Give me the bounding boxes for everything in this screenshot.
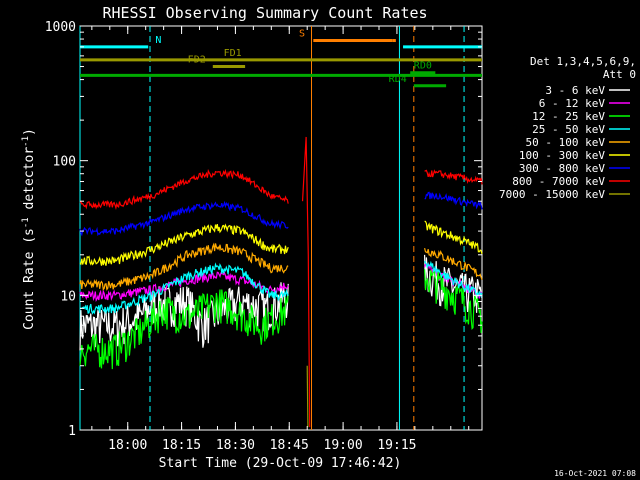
series-lines bbox=[79, 136, 483, 428]
x-tick-label: 19:00 bbox=[324, 438, 363, 453]
series-line bbox=[79, 200, 289, 237]
x-tick-label: 18:45 bbox=[270, 438, 309, 453]
series-line bbox=[424, 247, 483, 280]
legend-entry-label: 6 - 12 keV bbox=[539, 97, 606, 110]
x-tick-label: 19:15 bbox=[377, 438, 416, 453]
timestamp: 16-Oct-2021 07:08 bbox=[554, 469, 636, 478]
y-axis-label: Count Rate (s-1 detector-1) bbox=[21, 128, 37, 330]
series-line bbox=[424, 191, 483, 210]
legend-entry-label: 800 - 7000 keV bbox=[512, 175, 605, 188]
y-tick-label: 1 bbox=[68, 424, 76, 439]
legend-entry-label: 50 - 100 keV bbox=[526, 136, 606, 149]
chart-title: RHESSI Observing Summary Count Rates bbox=[102, 4, 427, 22]
x-tick-label: 18:30 bbox=[216, 438, 255, 453]
series-line bbox=[424, 169, 483, 185]
series-line bbox=[424, 220, 483, 255]
legend-entry-label: 25 - 50 keV bbox=[532, 123, 605, 136]
axis-ticks: 1 10 100 1000 18:00 18:15 18:30 18:45 19:00 19:15 bbox=[45, 20, 482, 453]
legend-entry-label: 12 - 25 keV bbox=[532, 110, 605, 123]
x-tick-label: 18:15 bbox=[162, 438, 201, 453]
state-bars: N S FD1 FD2 RD0 RD4 bbox=[80, 29, 482, 88]
state-bar-label: FD2 bbox=[188, 55, 206, 66]
series-line bbox=[79, 242, 289, 291]
legend-entry-label: 3 - 6 keV bbox=[545, 84, 605, 97]
y-tick-label: 10 bbox=[60, 289, 76, 304]
series-line bbox=[79, 168, 289, 211]
state-bar-label: N bbox=[155, 35, 161, 46]
state-bar-label: RD4 bbox=[389, 74, 407, 85]
series-line bbox=[424, 260, 483, 299]
y-tick-label: 100 bbox=[53, 155, 76, 170]
series-line bbox=[79, 262, 289, 315]
legend-header: Att 0 bbox=[603, 68, 636, 81]
legend-entry-label: 300 - 800 keV bbox=[519, 162, 605, 175]
x-axis-label: Start Time (29-Oct-09 17:46:42) bbox=[159, 456, 402, 471]
legend-header: Det 1,3,4,5,6,9, bbox=[530, 55, 636, 68]
legend-entry-label: 100 - 300 keV bbox=[519, 149, 605, 162]
state-bar-label: RD0 bbox=[414, 61, 432, 72]
y-tick-label: 1000 bbox=[45, 20, 76, 35]
state-bar-label: S bbox=[299, 29, 305, 40]
flare-spike bbox=[301, 136, 311, 428]
x-tick-label: 18:00 bbox=[108, 438, 147, 453]
state-bar-label: FD1 bbox=[224, 48, 242, 59]
legend-entry-label: 7000 - 15000 keV bbox=[499, 188, 605, 201]
flare-spike-high-energy bbox=[306, 365, 309, 428]
series-line bbox=[79, 223, 289, 266]
series-line bbox=[79, 289, 289, 370]
